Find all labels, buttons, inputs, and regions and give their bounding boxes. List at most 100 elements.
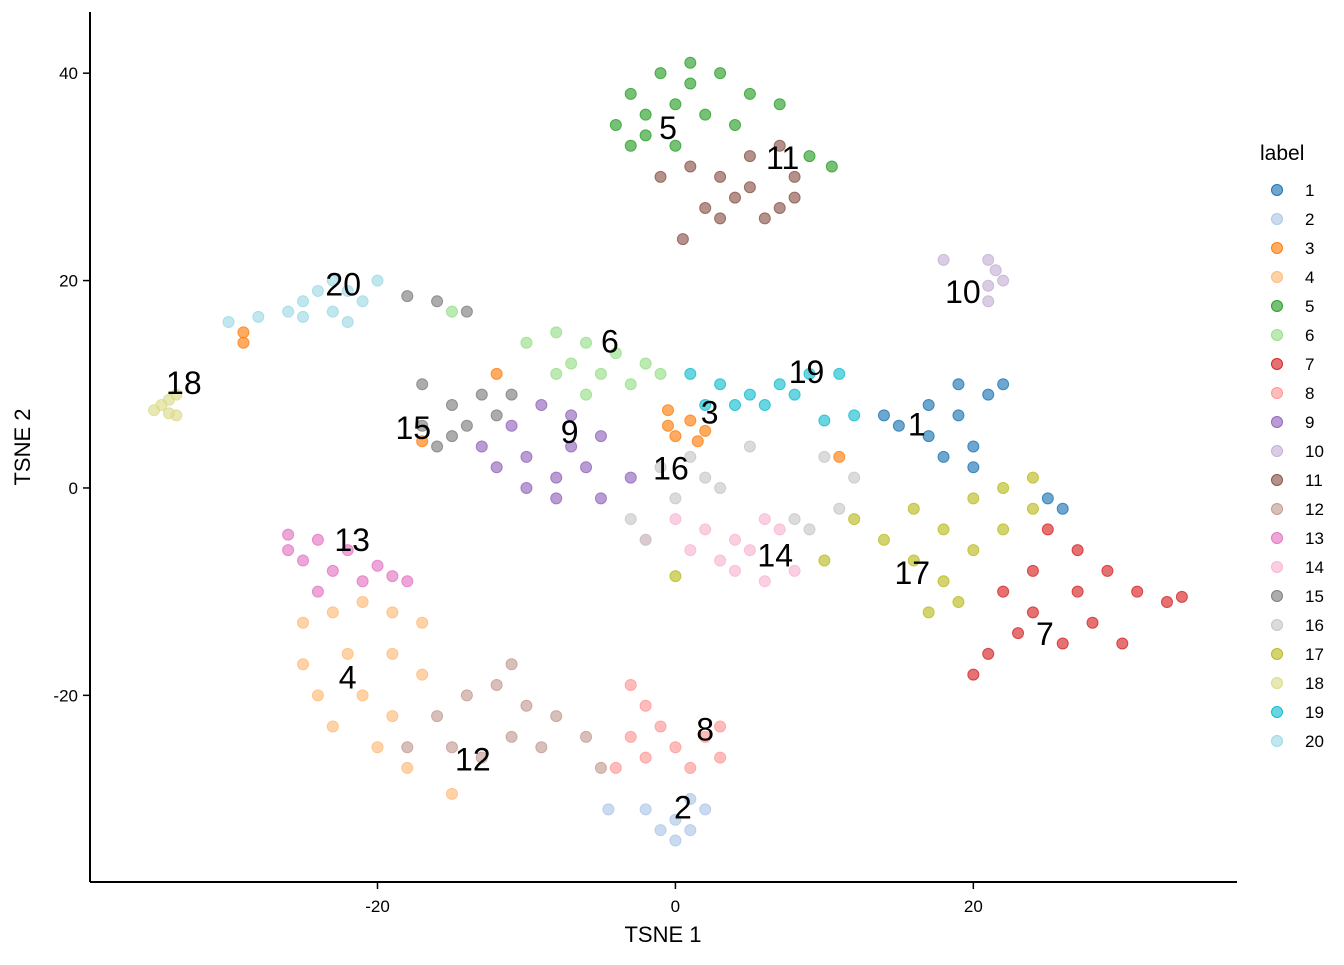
point bbox=[803, 150, 816, 163]
point bbox=[773, 201, 786, 214]
point bbox=[743, 440, 756, 453]
point bbox=[788, 513, 801, 526]
point bbox=[505, 419, 518, 432]
legend-marker bbox=[1271, 184, 1283, 196]
legend-label: 3 bbox=[1305, 239, 1314, 258]
point bbox=[1131, 585, 1144, 598]
point bbox=[386, 710, 399, 723]
legend-label: 17 bbox=[1305, 645, 1324, 664]
point bbox=[431, 440, 444, 453]
point bbox=[967, 461, 980, 474]
point bbox=[1175, 590, 1188, 603]
point bbox=[773, 139, 786, 152]
point bbox=[848, 471, 861, 484]
point bbox=[714, 481, 727, 494]
point bbox=[892, 419, 905, 432]
legend-label: 2 bbox=[1305, 210, 1314, 229]
legend-marker bbox=[1271, 474, 1283, 486]
point bbox=[222, 316, 235, 329]
point bbox=[341, 544, 354, 557]
point bbox=[297, 310, 310, 323]
point bbox=[550, 492, 563, 505]
legend-label: 18 bbox=[1305, 674, 1324, 693]
legend-label: 12 bbox=[1305, 500, 1324, 519]
point bbox=[699, 471, 712, 484]
point bbox=[803, 367, 816, 380]
point bbox=[297, 295, 310, 308]
point bbox=[699, 730, 712, 743]
point bbox=[848, 513, 861, 526]
point bbox=[609, 761, 622, 774]
legend-marker bbox=[1271, 706, 1283, 718]
point bbox=[356, 295, 369, 308]
point bbox=[661, 404, 674, 417]
point bbox=[475, 388, 488, 401]
point bbox=[982, 295, 995, 308]
point bbox=[431, 295, 444, 308]
point bbox=[714, 67, 727, 80]
point bbox=[1056, 637, 1069, 650]
point bbox=[982, 253, 995, 266]
point bbox=[997, 523, 1010, 536]
point bbox=[282, 528, 295, 541]
point bbox=[714, 720, 727, 733]
point bbox=[535, 399, 548, 412]
point bbox=[445, 399, 458, 412]
y-tick-label: 0 bbox=[69, 479, 78, 498]
point bbox=[252, 310, 265, 323]
legend-label: 1 bbox=[1305, 181, 1314, 200]
point bbox=[490, 678, 503, 691]
point bbox=[1056, 502, 1069, 515]
legend-label: 19 bbox=[1305, 703, 1324, 722]
point bbox=[580, 461, 593, 474]
x-axis-title: TSNE 1 bbox=[624, 922, 701, 947]
point bbox=[699, 108, 712, 121]
legend-label: 7 bbox=[1305, 355, 1314, 374]
point bbox=[341, 316, 354, 329]
point bbox=[937, 575, 950, 588]
point bbox=[311, 533, 324, 546]
point bbox=[170, 388, 183, 401]
cluster-label: 3 bbox=[701, 394, 719, 430]
point bbox=[401, 761, 414, 774]
point bbox=[676, 233, 689, 246]
point bbox=[743, 87, 756, 100]
point bbox=[297, 554, 310, 567]
legend-marker bbox=[1271, 532, 1283, 544]
legend-label: 15 bbox=[1305, 587, 1324, 606]
x-tick-label: 20 bbox=[964, 897, 983, 916]
point bbox=[952, 596, 965, 609]
point bbox=[967, 668, 980, 681]
point bbox=[758, 513, 771, 526]
point bbox=[669, 834, 682, 847]
point bbox=[825, 160, 838, 173]
point bbox=[788, 388, 801, 401]
point bbox=[982, 279, 995, 292]
point bbox=[602, 803, 615, 816]
point bbox=[594, 492, 607, 505]
point bbox=[416, 435, 429, 448]
point bbox=[773, 98, 786, 111]
point bbox=[654, 461, 667, 474]
point bbox=[356, 596, 369, 609]
point bbox=[371, 274, 384, 287]
point bbox=[416, 378, 429, 391]
point bbox=[669, 813, 682, 826]
point bbox=[1101, 564, 1114, 577]
point bbox=[475, 440, 488, 453]
point bbox=[907, 554, 920, 567]
point bbox=[460, 305, 473, 318]
point bbox=[907, 502, 920, 515]
point bbox=[341, 284, 354, 297]
point bbox=[699, 523, 712, 536]
point bbox=[401, 290, 414, 303]
point bbox=[691, 435, 704, 448]
point bbox=[833, 450, 846, 463]
point bbox=[997, 481, 1010, 494]
point bbox=[922, 399, 935, 412]
point bbox=[297, 616, 310, 629]
point bbox=[997, 274, 1010, 287]
point bbox=[669, 139, 682, 152]
legend-marker bbox=[1271, 561, 1283, 573]
cluster-label: 10 bbox=[945, 274, 981, 310]
